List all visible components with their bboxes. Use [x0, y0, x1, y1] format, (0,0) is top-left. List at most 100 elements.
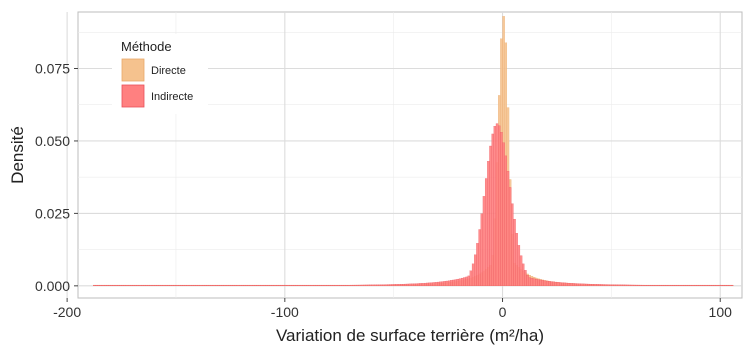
- histogram-bar: [543, 280, 547, 286]
- histogram-bar: [382, 284, 386, 286]
- histogram-bar: [458, 278, 462, 286]
- histogram-bar: [169, 284, 172, 286]
- histogram-bar: [600, 284, 603, 286]
- histogram-bar: [93, 284, 96, 286]
- histogram-bar: [147, 284, 150, 286]
- histogram-bar: [199, 284, 203, 286]
- histogram-bar: [188, 284, 192, 286]
- histogram-bar: [437, 281, 440, 286]
- histogram-bar: [528, 277, 531, 286]
- histogram-bar: [469, 270, 473, 286]
- histogram-bar: [670, 284, 673, 286]
- histogram-bar: [341, 284, 344, 286]
- histogram-bar: [619, 284, 623, 286]
- histogram-bar: [391, 284, 394, 286]
- histogram-bar: [434, 282, 438, 286]
- histogram-bar: [328, 284, 331, 286]
- histogram-bar: [182, 284, 185, 286]
- histogram-bar: [256, 284, 259, 286]
- histogram-bar: [591, 284, 595, 286]
- histogram-bar: [380, 284, 383, 286]
- histogram-bar: [426, 282, 429, 286]
- histogram-bar: [478, 229, 481, 286]
- histogram-bar: [567, 282, 571, 286]
- histogram-bar: [130, 284, 133, 286]
- histogram-bar: [225, 284, 229, 286]
- histogram-bar: [715, 284, 719, 286]
- histogram-bar: [535, 278, 538, 286]
- x-axis-title: Variation de surface terrière (m²/ha): [276, 326, 544, 345]
- histogram-bar: [317, 284, 320, 286]
- histogram-bar: [247, 284, 251, 286]
- legend-swatch-indirecte: [121, 84, 145, 108]
- y-tick-label: 0.075: [35, 61, 70, 77]
- histogram-bar: [354, 284, 357, 286]
- histogram-bar: [526, 275, 529, 286]
- histogram-bar: [609, 284, 612, 286]
- histogram-bar: [482, 196, 486, 286]
- histogram-bar: [615, 284, 619, 286]
- histogram-bar: [219, 284, 222, 286]
- histogram-bar: [389, 284, 392, 286]
- histogram-bar: [589, 283, 592, 286]
- histogram-bar: [356, 284, 359, 286]
- legend-title: Méthode: [121, 39, 172, 54]
- histogram-bar: [720, 284, 723, 286]
- histogram-bar: [206, 284, 209, 286]
- histogram-bar: [145, 284, 148, 286]
- histogram-bar: [626, 284, 629, 286]
- legend-swatch-directe: [121, 58, 145, 82]
- histogram-bar: [330, 284, 333, 286]
- histogram-bar: [278, 284, 281, 286]
- histogram-bar: [696, 284, 699, 286]
- histogram-bar: [661, 284, 664, 286]
- histogram-bar: [267, 284, 270, 286]
- histogram-bar: [212, 284, 216, 286]
- histogram-bar: [136, 284, 140, 286]
- histogram-bar: [456, 278, 460, 286]
- histogram-bar: [461, 277, 464, 286]
- histogram-bar: [373, 284, 377, 286]
- legend: Méthode Directe Indirecte: [112, 34, 208, 114]
- histogram-bar: [151, 284, 155, 286]
- histogram-bar: [654, 284, 658, 286]
- histogram-bar: [141, 284, 144, 286]
- legend-label-indirecte: Indirecte: [151, 91, 193, 103]
- histogram-bar: [508, 187, 512, 286]
- histogram-bar: [476, 243, 479, 286]
- histogram-bar: [243, 284, 246, 286]
- histogram-bar: [489, 145, 492, 286]
- histogram-bar: [550, 281, 553, 286]
- histogram-bar: [162, 284, 166, 286]
- histogram-bar: [315, 284, 318, 286]
- histogram-bar: [637, 284, 640, 286]
- histogram-bar: [376, 284, 379, 286]
- histogram-bar: [260, 284, 264, 286]
- histogram-bar: [421, 283, 425, 286]
- histogram-bar: [101, 284, 105, 286]
- histogram-bar: [565, 282, 568, 286]
- histogram-bar: [378, 284, 381, 286]
- histogram-bar: [138, 284, 142, 286]
- histogram-bar: [648, 284, 651, 286]
- histogram-bar: [275, 284, 279, 286]
- histogram-bar: [201, 284, 205, 286]
- histogram-bar: [95, 284, 98, 286]
- histogram-bar: [319, 284, 322, 286]
- histogram-bar: [665, 284, 669, 286]
- histogram-bar: [628, 284, 632, 286]
- histogram-bar: [208, 284, 211, 286]
- histogram-bar: [400, 284, 403, 286]
- histogram-bar: [502, 142, 505, 286]
- histogram-bar: [680, 284, 684, 286]
- histogram-bar: [103, 284, 107, 286]
- histogram-bar: [447, 280, 451, 286]
- histogram-bar: [430, 282, 433, 286]
- histogram-bar: [197, 284, 201, 286]
- histogram-bar: [617, 284, 621, 286]
- histogram-bar: [321, 284, 325, 286]
- histogram-bar: [158, 284, 161, 286]
- histogram-bar: [537, 279, 540, 286]
- histogram-bar: [691, 284, 695, 286]
